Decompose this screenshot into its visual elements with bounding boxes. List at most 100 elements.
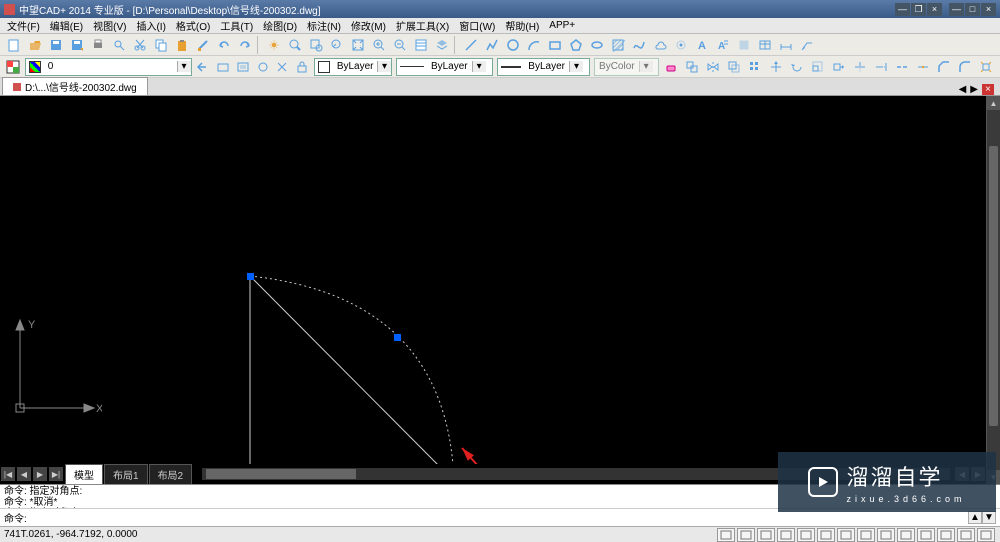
doc-restore-button[interactable]: ❐ bbox=[911, 3, 926, 16]
status-ws-button[interactable] bbox=[957, 528, 975, 542]
document-tab[interactable]: D:\...\信号线-200302.dwg bbox=[2, 77, 148, 95]
linetype-combo[interactable]: ByLayer▾ bbox=[396, 58, 493, 76]
drawing-canvas[interactable]: Y X 需要封闭 |◀ ◀ ▶ ▶| 模型布局1布局2 ◀ ▶ bbox=[0, 96, 986, 484]
menu-item[interactable]: 格式(O) bbox=[171, 18, 215, 33]
vertical-scrollbar[interactable]: ▲ ▼ bbox=[986, 96, 1000, 484]
open-button[interactable] bbox=[25, 35, 44, 54]
menu-item[interactable]: 文件(F) bbox=[2, 18, 45, 33]
menu-item[interactable]: 修改(M) bbox=[346, 18, 391, 33]
menu-item[interactable]: 视图(V) bbox=[88, 18, 131, 33]
rotate-button[interactable] bbox=[788, 57, 807, 76]
save-button[interactable] bbox=[46, 35, 65, 54]
mleader-button[interactable] bbox=[797, 35, 816, 54]
extend-button[interactable] bbox=[872, 57, 891, 76]
menu-item[interactable]: 编辑(E) bbox=[45, 18, 88, 33]
dim-button[interactable] bbox=[776, 35, 795, 54]
stretch-button[interactable] bbox=[830, 57, 849, 76]
status-sel-button[interactable] bbox=[917, 528, 935, 542]
text-button[interactable]: A bbox=[692, 35, 711, 54]
match-button[interactable] bbox=[193, 35, 212, 54]
join-button[interactable] bbox=[914, 57, 933, 76]
print-button[interactable] bbox=[88, 35, 107, 54]
cloud-button[interactable] bbox=[650, 35, 669, 54]
hatch-button[interactable] bbox=[608, 35, 627, 54]
zoom-previous-button[interactable] bbox=[327, 35, 346, 54]
zoom-in-button[interactable] bbox=[369, 35, 388, 54]
tab-prev-button[interactable]: ◀ bbox=[17, 467, 31, 481]
menu-item[interactable]: 扩展工具(X) bbox=[391, 18, 454, 33]
status-ann-button[interactable] bbox=[937, 528, 955, 542]
copy-obj-button[interactable] bbox=[683, 57, 702, 76]
cmd-down-button[interactable]: ▼ bbox=[982, 511, 996, 524]
status-dyn-button[interactable] bbox=[877, 528, 895, 542]
status-ortho-button[interactable] bbox=[757, 528, 775, 542]
save-as-button[interactable] bbox=[67, 35, 86, 54]
layout-tab[interactable]: 模型 bbox=[65, 464, 103, 485]
status-lwt-button[interactable] bbox=[837, 528, 855, 542]
ellipse-button[interactable] bbox=[587, 35, 606, 54]
new-button[interactable] bbox=[4, 35, 23, 54]
doc-close-button[interactable]: × bbox=[927, 3, 942, 16]
zoom-extents-button[interactable] bbox=[348, 35, 367, 54]
tab-next-button[interactable]: ▶ bbox=[33, 467, 47, 481]
minimize-button[interactable]: — bbox=[949, 3, 964, 16]
layer-iso-button[interactable] bbox=[234, 57, 252, 76]
spline-button[interactable] bbox=[629, 35, 648, 54]
layout-tab[interactable]: 布局1 bbox=[104, 464, 148, 485]
tab-last-button[interactable]: ▶| bbox=[49, 467, 63, 481]
status-clean-button[interactable] bbox=[977, 528, 995, 542]
layer-freeze-button[interactable] bbox=[254, 57, 272, 76]
layer-off-button[interactable] bbox=[273, 57, 291, 76]
menu-item[interactable]: 工具(T) bbox=[215, 18, 258, 33]
plotstyle-combo[interactable]: ByColor▾ bbox=[594, 58, 659, 76]
zoom-window-button[interactable] bbox=[306, 35, 325, 54]
layer-previous-button[interactable] bbox=[195, 57, 213, 76]
erase-button[interactable] bbox=[662, 57, 681, 76]
pline-button[interactable] bbox=[482, 35, 501, 54]
polygon-button[interactable] bbox=[566, 35, 585, 54]
undo-button[interactable] bbox=[214, 35, 233, 54]
menu-item[interactable]: 窗口(W) bbox=[454, 18, 500, 33]
maximize-button[interactable]: □ bbox=[965, 3, 980, 16]
rect-button[interactable] bbox=[545, 35, 564, 54]
command-input[interactable] bbox=[31, 512, 968, 523]
menu-item[interactable]: 绘图(D) bbox=[258, 18, 302, 33]
layer-lock-button[interactable] bbox=[293, 57, 311, 76]
layer-color-button[interactable] bbox=[4, 57, 22, 76]
zoom-out-button[interactable] bbox=[390, 35, 409, 54]
menu-item[interactable]: 插入(I) bbox=[131, 18, 170, 33]
cut-button[interactable] bbox=[130, 35, 149, 54]
status-grid-button[interactable] bbox=[737, 528, 755, 542]
preview-button[interactable] bbox=[109, 35, 128, 54]
trim-button[interactable] bbox=[851, 57, 870, 76]
offset-button[interactable] bbox=[725, 57, 744, 76]
status-osnap-button[interactable] bbox=[797, 528, 815, 542]
line-button[interactable] bbox=[461, 35, 480, 54]
arc-button[interactable] bbox=[524, 35, 543, 54]
move-button[interactable] bbox=[767, 57, 786, 76]
tab-first-button[interactable]: |◀ bbox=[1, 467, 15, 481]
redo-button[interactable] bbox=[235, 35, 254, 54]
scroll-up-button[interactable]: ▲ bbox=[987, 96, 1000, 110]
color-combo[interactable]: ByLayer▾ bbox=[314, 58, 392, 76]
status-otrack-button[interactable] bbox=[817, 528, 835, 542]
status-snap-button[interactable] bbox=[717, 528, 735, 542]
paste-button[interactable] bbox=[172, 35, 191, 54]
layers-button[interactable] bbox=[432, 35, 451, 54]
layer-states-button[interactable] bbox=[214, 57, 232, 76]
mirror-button[interactable] bbox=[704, 57, 723, 76]
lineweight-combo[interactable]: ByLayer▾ bbox=[497, 58, 590, 76]
mtext-button[interactable]: A bbox=[713, 35, 732, 54]
scroll-thumb[interactable] bbox=[989, 146, 998, 426]
copy-button[interactable] bbox=[151, 35, 170, 54]
block-button[interactable] bbox=[734, 35, 753, 54]
status-qp-button[interactable] bbox=[897, 528, 915, 542]
point-button[interactable] bbox=[671, 35, 690, 54]
menu-item[interactable]: 标注(N) bbox=[302, 18, 346, 33]
menu-item[interactable]: APP+ bbox=[544, 20, 580, 31]
break-button[interactable] bbox=[893, 57, 912, 76]
cmd-up-button[interactable]: ▲ bbox=[968, 511, 982, 524]
explode-button[interactable] bbox=[977, 57, 996, 76]
close-button[interactable]: × bbox=[981, 3, 996, 16]
circle-button[interactable] bbox=[503, 35, 522, 54]
